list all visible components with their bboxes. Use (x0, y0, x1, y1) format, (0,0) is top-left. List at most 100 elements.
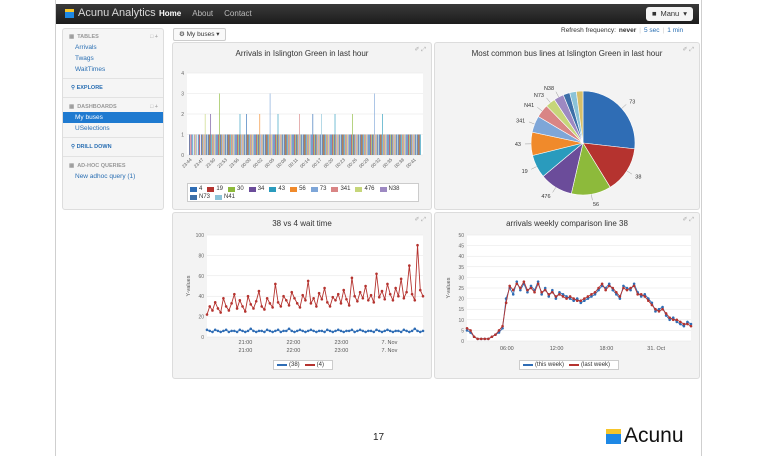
data-point (394, 286, 397, 290)
bar (304, 134, 306, 155)
panel-arrivals: 0 1 2 3 4 23:44 23:47 23:50 23:53 23:56 00:00 00:02… (172, 42, 432, 210)
data-point (364, 284, 367, 288)
legend-swatch (190, 186, 197, 192)
legend-item[interactable]: (38) (277, 361, 300, 369)
legend-item[interactable]: 341 (331, 185, 350, 193)
data-point (632, 284, 636, 288)
bar (249, 134, 251, 155)
bar (372, 134, 374, 155)
table-icon: ▦ (69, 33, 75, 40)
data-point (353, 330, 356, 334)
data-point (265, 328, 269, 332)
sidebar-item-waittimes[interactable]: WaitTimes (75, 66, 106, 73)
bar (246, 134, 248, 155)
bar (361, 134, 363, 155)
data-point (290, 290, 294, 294)
panel-tools-icon[interactable]: ✐ ⤢ (414, 217, 427, 223)
x-tick-label: 00:29 (358, 157, 370, 169)
panel-tools-icon[interactable]: ✐ ⤢ (414, 47, 427, 53)
data-point (304, 330, 307, 334)
x-tick-label: 00:02 (252, 157, 264, 169)
user-menu-button[interactable]: ■ Manu ▾ (645, 7, 693, 21)
bar (334, 114, 336, 155)
data-point (554, 295, 558, 298)
data-point (526, 288, 529, 292)
query-icon: ▦ (69, 162, 75, 169)
data-point (347, 304, 351, 307)
bar (189, 134, 191, 155)
drill-down-link[interactable]: ⚲ DRILL DOWN (71, 144, 112, 150)
legend-item[interactable]: 4 (190, 185, 202, 193)
data-point (508, 284, 511, 288)
bar (386, 134, 387, 155)
bar (262, 134, 264, 155)
data-point (249, 327, 253, 331)
nav-about[interactable]: About (192, 9, 214, 18)
legend-item[interactable]: 19 (207, 185, 223, 193)
bar (337, 134, 339, 155)
legend-item[interactable]: 56 (290, 185, 306, 193)
sidebar-item-uselections[interactable]: USelections (75, 125, 110, 132)
panel-tools-icon[interactable]: ✐ ⤢ (682, 217, 695, 223)
data-point (618, 295, 622, 298)
sidebar-item-my-buses[interactable]: My buses (63, 112, 163, 123)
panel-tools-icon[interactable]: ✐ ⤢ (682, 47, 695, 53)
legend-item[interactable]: 43 (269, 185, 285, 193)
data-point (211, 330, 214, 334)
legend-swatch (310, 186, 318, 192)
data-point (597, 286, 600, 290)
bar (363, 134, 365, 155)
data-point (397, 294, 400, 298)
bar (360, 134, 361, 155)
legend-label: N38 (388, 186, 400, 192)
bar (271, 134, 272, 155)
refresh-option-5sec[interactable]: 5 sec (643, 27, 660, 34)
data-point (661, 305, 664, 309)
bar (353, 134, 355, 155)
data-point (413, 298, 417, 302)
add-dashboard-icon[interactable]: □ + (149, 103, 158, 110)
sidebar-item-arrivals[interactable]: Arrivals (75, 44, 97, 51)
nav-home[interactable]: Home (159, 9, 182, 18)
legend-item[interactable]: N41 (215, 193, 235, 201)
bar (398, 134, 400, 155)
dashboard-select-button[interactable]: ⚙ My buses ▾ (173, 28, 226, 41)
refresh-option-1min[interactable]: 1 min (667, 27, 684, 34)
sidebar-item-twags[interactable]: Twags (75, 55, 94, 62)
brand[interactable]: Acunu Analytics (65, 7, 156, 19)
bar (331, 134, 333, 155)
data-point (309, 302, 313, 305)
caret-down-icon: ▾ (216, 31, 220, 38)
legend-item[interactable]: (last week) (569, 361, 610, 369)
legend-label: N41 (224, 194, 236, 200)
plot-area (207, 235, 423, 337)
legend-item[interactable]: 73 (310, 185, 326, 193)
bar (204, 114, 206, 155)
data-point (219, 311, 222, 314)
bar (259, 114, 261, 155)
bar (306, 134, 307, 155)
explore-link[interactable]: ⚲ EXPLORE (71, 85, 103, 91)
legend-item[interactable]: 30 (228, 185, 244, 193)
data-point (593, 293, 597, 296)
add-table-icon[interactable]: □ + (149, 33, 158, 40)
legend-item[interactable]: (this week) (523, 361, 564, 369)
data-point (358, 290, 362, 294)
nav-contact[interactable]: Contact (224, 9, 252, 18)
legend-item[interactable]: 34 (248, 185, 264, 193)
legend-item[interactable]: (4) (304, 361, 324, 369)
bar (356, 134, 358, 155)
legend-item[interactable]: 476 (355, 185, 375, 193)
chart-title: Most common bus lines at Islington Green… (471, 49, 663, 58)
bar (203, 134, 204, 155)
sidebar-item-new-adhoc-query[interactable]: New adhoc query (1) (75, 173, 136, 180)
bar (320, 134, 322, 155)
data-point (375, 272, 378, 276)
refresh-current[interactable]: never (618, 27, 637, 34)
bar (375, 134, 377, 155)
slice-connector (555, 91, 559, 98)
bar (196, 134, 197, 155)
legend-item[interactable]: N38 (379, 185, 400, 193)
bar (403, 134, 405, 155)
legend-item[interactable]: N73 (190, 193, 210, 201)
